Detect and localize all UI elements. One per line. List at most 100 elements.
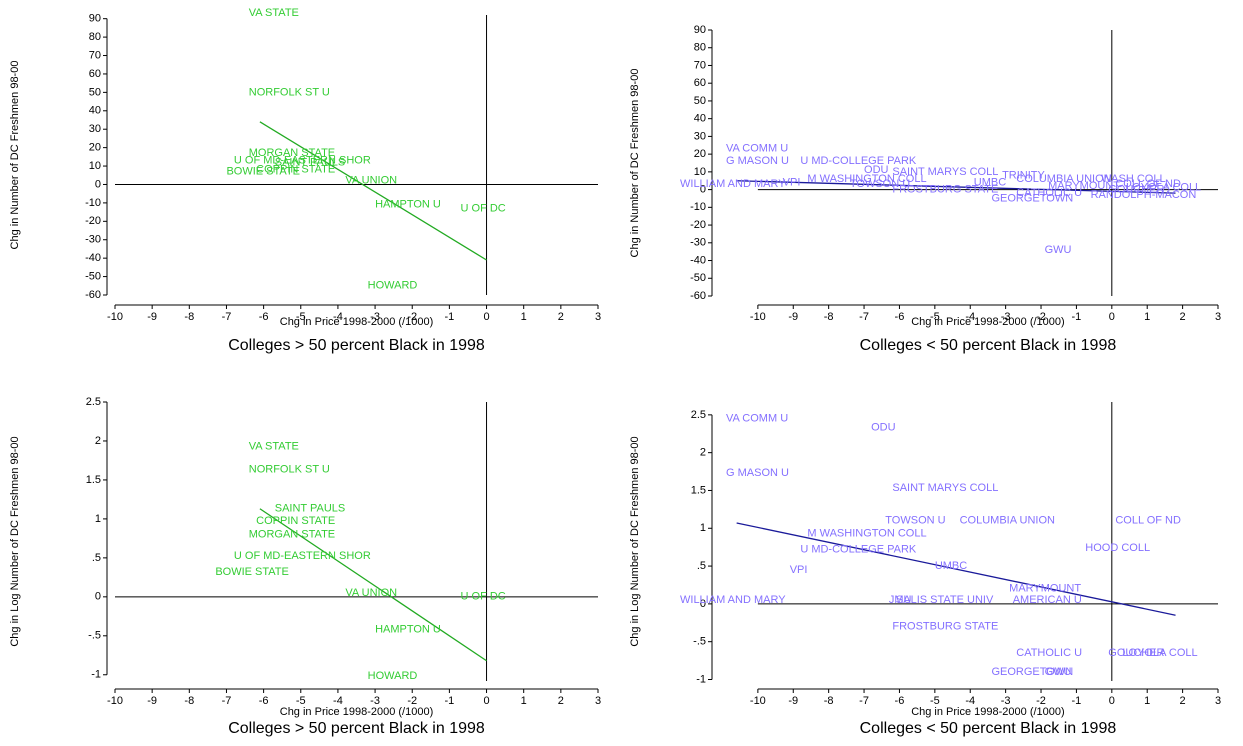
x-tick-label: 0 <box>1109 695 1115 707</box>
y-tick-label: 60 <box>89 68 101 80</box>
x-tick-label: -5 <box>296 311 306 323</box>
chart-title: Colleges > 50 percent Black in 1998 <box>228 720 485 737</box>
point-label: AMERICAN U <box>1013 594 1082 606</box>
x-tick-label: 0 <box>483 695 489 707</box>
x-tick-label: -7 <box>859 695 869 707</box>
x-tick-label: -5 <box>930 311 940 323</box>
point-label: HAMPTON U <box>375 199 441 211</box>
y-axis-label: Chg in Number of DC Freshmen 98-00 <box>9 61 21 250</box>
y-tick-label: 2 <box>95 435 101 447</box>
y-tick-label: 1 <box>700 522 706 534</box>
point-label: SAINT MARYS COLL <box>892 166 998 178</box>
x-tick-label: 3 <box>1215 695 1221 707</box>
x-tick-label: -6 <box>895 311 905 323</box>
point-label: U OF DC <box>461 591 506 603</box>
point-label: M WASHINGTON COLL <box>807 527 926 539</box>
x-tick-label: -3 <box>370 311 380 323</box>
x-tick-label: -2 <box>407 695 417 707</box>
x-tick-label: -5 <box>296 695 306 707</box>
y-tick-label: 0 <box>95 178 101 190</box>
y-tick-label: 1.5 <box>86 474 101 486</box>
y-tick-label: 0 <box>700 598 706 610</box>
y-tick-label: 40 <box>89 105 101 117</box>
point-label: BOWIE STATE <box>215 566 289 578</box>
y-tick-label: 80 <box>89 31 101 43</box>
x-axis-label: Chg in Price 1998-2000 (/1000) <box>280 706 433 718</box>
y-tick-label: 20 <box>89 142 101 154</box>
y-tick-label: -20 <box>85 215 101 227</box>
x-tick-label: 2 <box>1180 695 1186 707</box>
point-label: COLUMBIA UNION <box>1016 173 1111 185</box>
point-label: U MD-COLLEGE PARK <box>800 543 917 555</box>
y-tick-label: -40 <box>690 254 706 266</box>
point-label: GWU <box>1045 244 1072 256</box>
y-tick-label: -60 <box>85 289 101 301</box>
y-tick-label: 50 <box>694 95 706 107</box>
point-label: FROSTBURG STATE <box>892 184 998 196</box>
point-label: HAMPTON U <box>375 623 441 635</box>
x-axis-label: Chg in Price 1998-2000 (/1000) <box>280 316 433 328</box>
point-label: G MASON U <box>726 155 789 167</box>
point-label: HOWARD <box>368 670 418 682</box>
point-label: VA UNION <box>345 175 397 187</box>
point-label: G MASON U <box>726 467 789 479</box>
y-axis-label: Chg in Number of DC Freshmen 98-00 <box>629 69 641 258</box>
y-axis-label: Chg in Log Number of DC Freshmen 98-00 <box>9 436 21 646</box>
point-label: COLL OF ND <box>1115 515 1181 527</box>
x-tick-label: -10 <box>107 311 123 323</box>
point-label: ODU <box>871 422 896 434</box>
y-tick-label: 2.5 <box>86 396 101 408</box>
point-label: COPPIN STATE <box>256 164 335 176</box>
y-tick-label: -.5 <box>88 630 101 642</box>
x-tick-label: 1 <box>1144 695 1150 707</box>
point-label: U OF DC <box>461 202 506 214</box>
fit-line <box>736 522 1176 616</box>
point-label: WASH COLL <box>1101 173 1165 185</box>
point-label: VA COMM U <box>726 143 788 155</box>
point-label: WILLIAM AND MARY <box>680 594 786 606</box>
point-label: JMU <box>889 594 912 606</box>
y-tick-label: -10 <box>690 201 706 213</box>
x-tick-label: -2 <box>407 311 417 323</box>
point-label: SAINT PAULS <box>275 503 346 515</box>
point-label: COLUMBIA UNION <box>960 515 1055 527</box>
point-label: GEORGETOWN <box>991 192 1073 204</box>
point-label: ODU <box>864 164 889 176</box>
y-tick-label: 60 <box>694 77 706 89</box>
x-tick-label: -6 <box>895 695 905 707</box>
chart-title: Colleges < 50 percent Black in 1998 <box>860 720 1117 737</box>
x-tick-label: -9 <box>147 695 157 707</box>
point-label: MARYMOUNT <box>1048 180 1120 192</box>
y-tick-label: 90 <box>694 24 706 36</box>
x-tick-label: 0 <box>1109 311 1115 323</box>
point-label: U OF MD-EASTERN SHOR <box>234 154 371 166</box>
y-tick-label: 90 <box>89 13 101 25</box>
point-label: CATHOLIC U <box>1016 647 1082 659</box>
x-tick-label: -3 <box>370 695 380 707</box>
x-tick-label: -9 <box>788 695 798 707</box>
y-tick-label: -.5 <box>693 636 706 648</box>
point-label: VA COMM U <box>726 413 788 425</box>
chart-title: Colleges > 50 percent Black in 1998 <box>228 337 485 354</box>
y-tick-label: 10 <box>694 166 706 178</box>
point-label: GOUCHER <box>1108 647 1164 659</box>
point-label: TRINITY <box>1002 169 1045 181</box>
x-tick-label: 3 <box>1215 311 1221 323</box>
point-label: GWU <box>1045 666 1072 678</box>
x-tick-label: -1 <box>1072 311 1082 323</box>
y-tick-label: -50 <box>690 272 706 284</box>
point-label: TOWSON U <box>850 178 910 190</box>
point-label: COLL OF ND <box>1115 178 1181 190</box>
fit-line <box>259 508 487 662</box>
y-tick-label: 10 <box>89 160 101 172</box>
y-tick-label: 0 <box>700 184 706 196</box>
point-label: COPPIN STATE <box>256 515 335 527</box>
y-tick-label: 30 <box>694 130 706 142</box>
point-label: SAINT PAULS <box>275 156 346 168</box>
point-label: BOWIE STATE <box>226 165 300 177</box>
y-tick-label: -1 <box>91 669 101 681</box>
x-tick-label: 2 <box>1180 311 1186 323</box>
point-label: GEORGETOWN <box>991 666 1073 678</box>
x-tick-label: -8 <box>184 311 194 323</box>
